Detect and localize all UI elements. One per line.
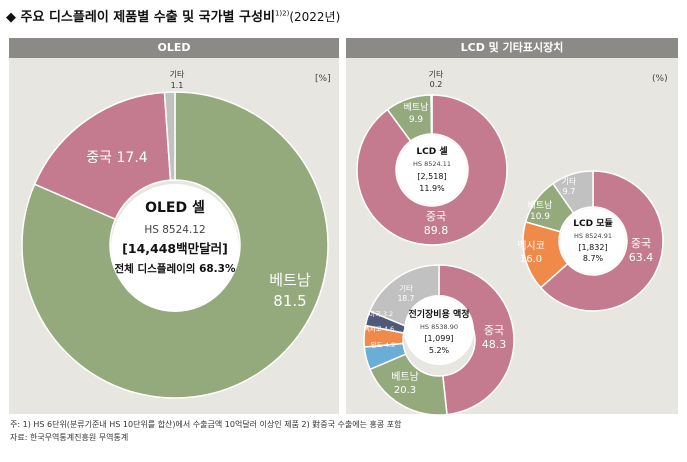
data-label-other: 기타 (562, 177, 577, 186)
footnote-line: 주: 1) HS 6단위(분류기준내 HS 10단위를 합산)에서 수출금액 1… (10, 420, 402, 429)
data-label-china: 중국 (631, 237, 651, 250)
pie-slice-other (430, 94, 433, 135)
center-title: OLED 셀 (145, 200, 205, 216)
data-label-other: 기타 (429, 70, 444, 79)
data-label-vietnam: 20.3 (394, 385, 416, 396)
lcd-unit-label: (%) (652, 74, 668, 84)
center-amount: [14,448백만달러] (122, 241, 228, 256)
title-year: (2022년) (289, 10, 341, 24)
donut-center (404, 295, 474, 365)
pie-slice-other (551, 170, 594, 215)
data-label-china: 중국 17.4 (86, 150, 147, 166)
data-label-other: 기타 (170, 70, 185, 79)
data-label-vietnam: 10.9 (530, 212, 550, 222)
data-label-vietnam: 베트남 (269, 271, 311, 289)
data-label-china: 중국 (484, 324, 504, 337)
center-share: 11.9% (419, 184, 445, 193)
data-label-china: 48.3 (482, 338, 507, 351)
center-share: 8.7% (583, 254, 604, 263)
data-label-india: 인도 4.9 (371, 340, 395, 349)
data-label-usa: 미국 3.2 (369, 309, 393, 318)
footnotes: 주: 1) HS 6단위(분류기준내 HS 10단위를 합산)에서 수출금액 1… (10, 418, 401, 444)
donut-center (397, 135, 467, 205)
pie-slice-china (356, 94, 508, 246)
data-label-mexico: 멕시코 4.6 (364, 324, 394, 333)
center-share: 5.2% (429, 346, 450, 355)
center-code: HS 8524.11 (413, 160, 451, 168)
center-share: 전체 디스플레이의 68.3% (114, 262, 235, 275)
donut-center (111, 184, 239, 312)
data-label-vietnam: 베트남 (528, 200, 553, 211)
pie-slice-other (163, 91, 176, 181)
donut-chart: OLED 셀 HS 8524.12 [14,448백만달러] 전체 디스플레이의 68… (21, 70, 329, 399)
center-amount: [2,518] (417, 172, 446, 181)
center-title: 전기장비용 액정 (408, 308, 469, 320)
pie-slice-china (33, 91, 172, 221)
data-label-mexico: 16.0 (520, 254, 542, 265)
center-title: LCD 모듈 (573, 218, 613, 229)
data-label-other: 기타 (399, 284, 413, 293)
data-label-other: 0.2 (430, 80, 443, 89)
data-label-other: 1.1 (171, 81, 184, 90)
title-bullet-icon: ◆ (6, 10, 16, 25)
oled-unit-label: [%] (315, 74, 331, 84)
title-text: 주요 디스플레이 제품별 수출 및 국가별 구성비 (20, 10, 275, 25)
source-line: 자료: 한국무역통계진흥원 무역통계 (10, 433, 129, 442)
data-label-vietnam: 81.5 (273, 292, 306, 310)
center-code: HS 8538.90 (420, 323, 458, 331)
data-label-china: 63.4 (629, 251, 654, 264)
data-label-other: 18.7 (398, 294, 415, 303)
data-label-china: 89.8 (424, 224, 449, 237)
data-label-mexico: 멕시코 (517, 240, 545, 252)
oled-panel-header: OLED (9, 38, 339, 58)
center-code: HS 8524.91 (574, 232, 612, 240)
center-amount: [1,832] (578, 243, 607, 252)
center-amount: [1,099] (424, 334, 453, 343)
data-label-vietnam: 베트남 (391, 371, 419, 383)
data-label-vietnam: 베트남 (404, 102, 429, 113)
donut-center (560, 208, 626, 274)
center-code: HS 8524.12 (144, 224, 205, 236)
title-footnote-marker: 1)2) (274, 9, 290, 18)
data-label-other: 9.7 (563, 187, 576, 196)
pie-slice-china (539, 170, 664, 312)
page-title: ◆ 주요 디스플레이 제품별 수출 및 국가별 구성비1)2)(2022년) (6, 6, 340, 25)
data-label-china: 중국 (426, 210, 446, 223)
lcd-panel-header: LCD 및 기타표시장치 (346, 38, 678, 58)
center-title: LCD 셀 (416, 145, 447, 157)
data-label-vietnam: 9.9 (409, 115, 424, 125)
